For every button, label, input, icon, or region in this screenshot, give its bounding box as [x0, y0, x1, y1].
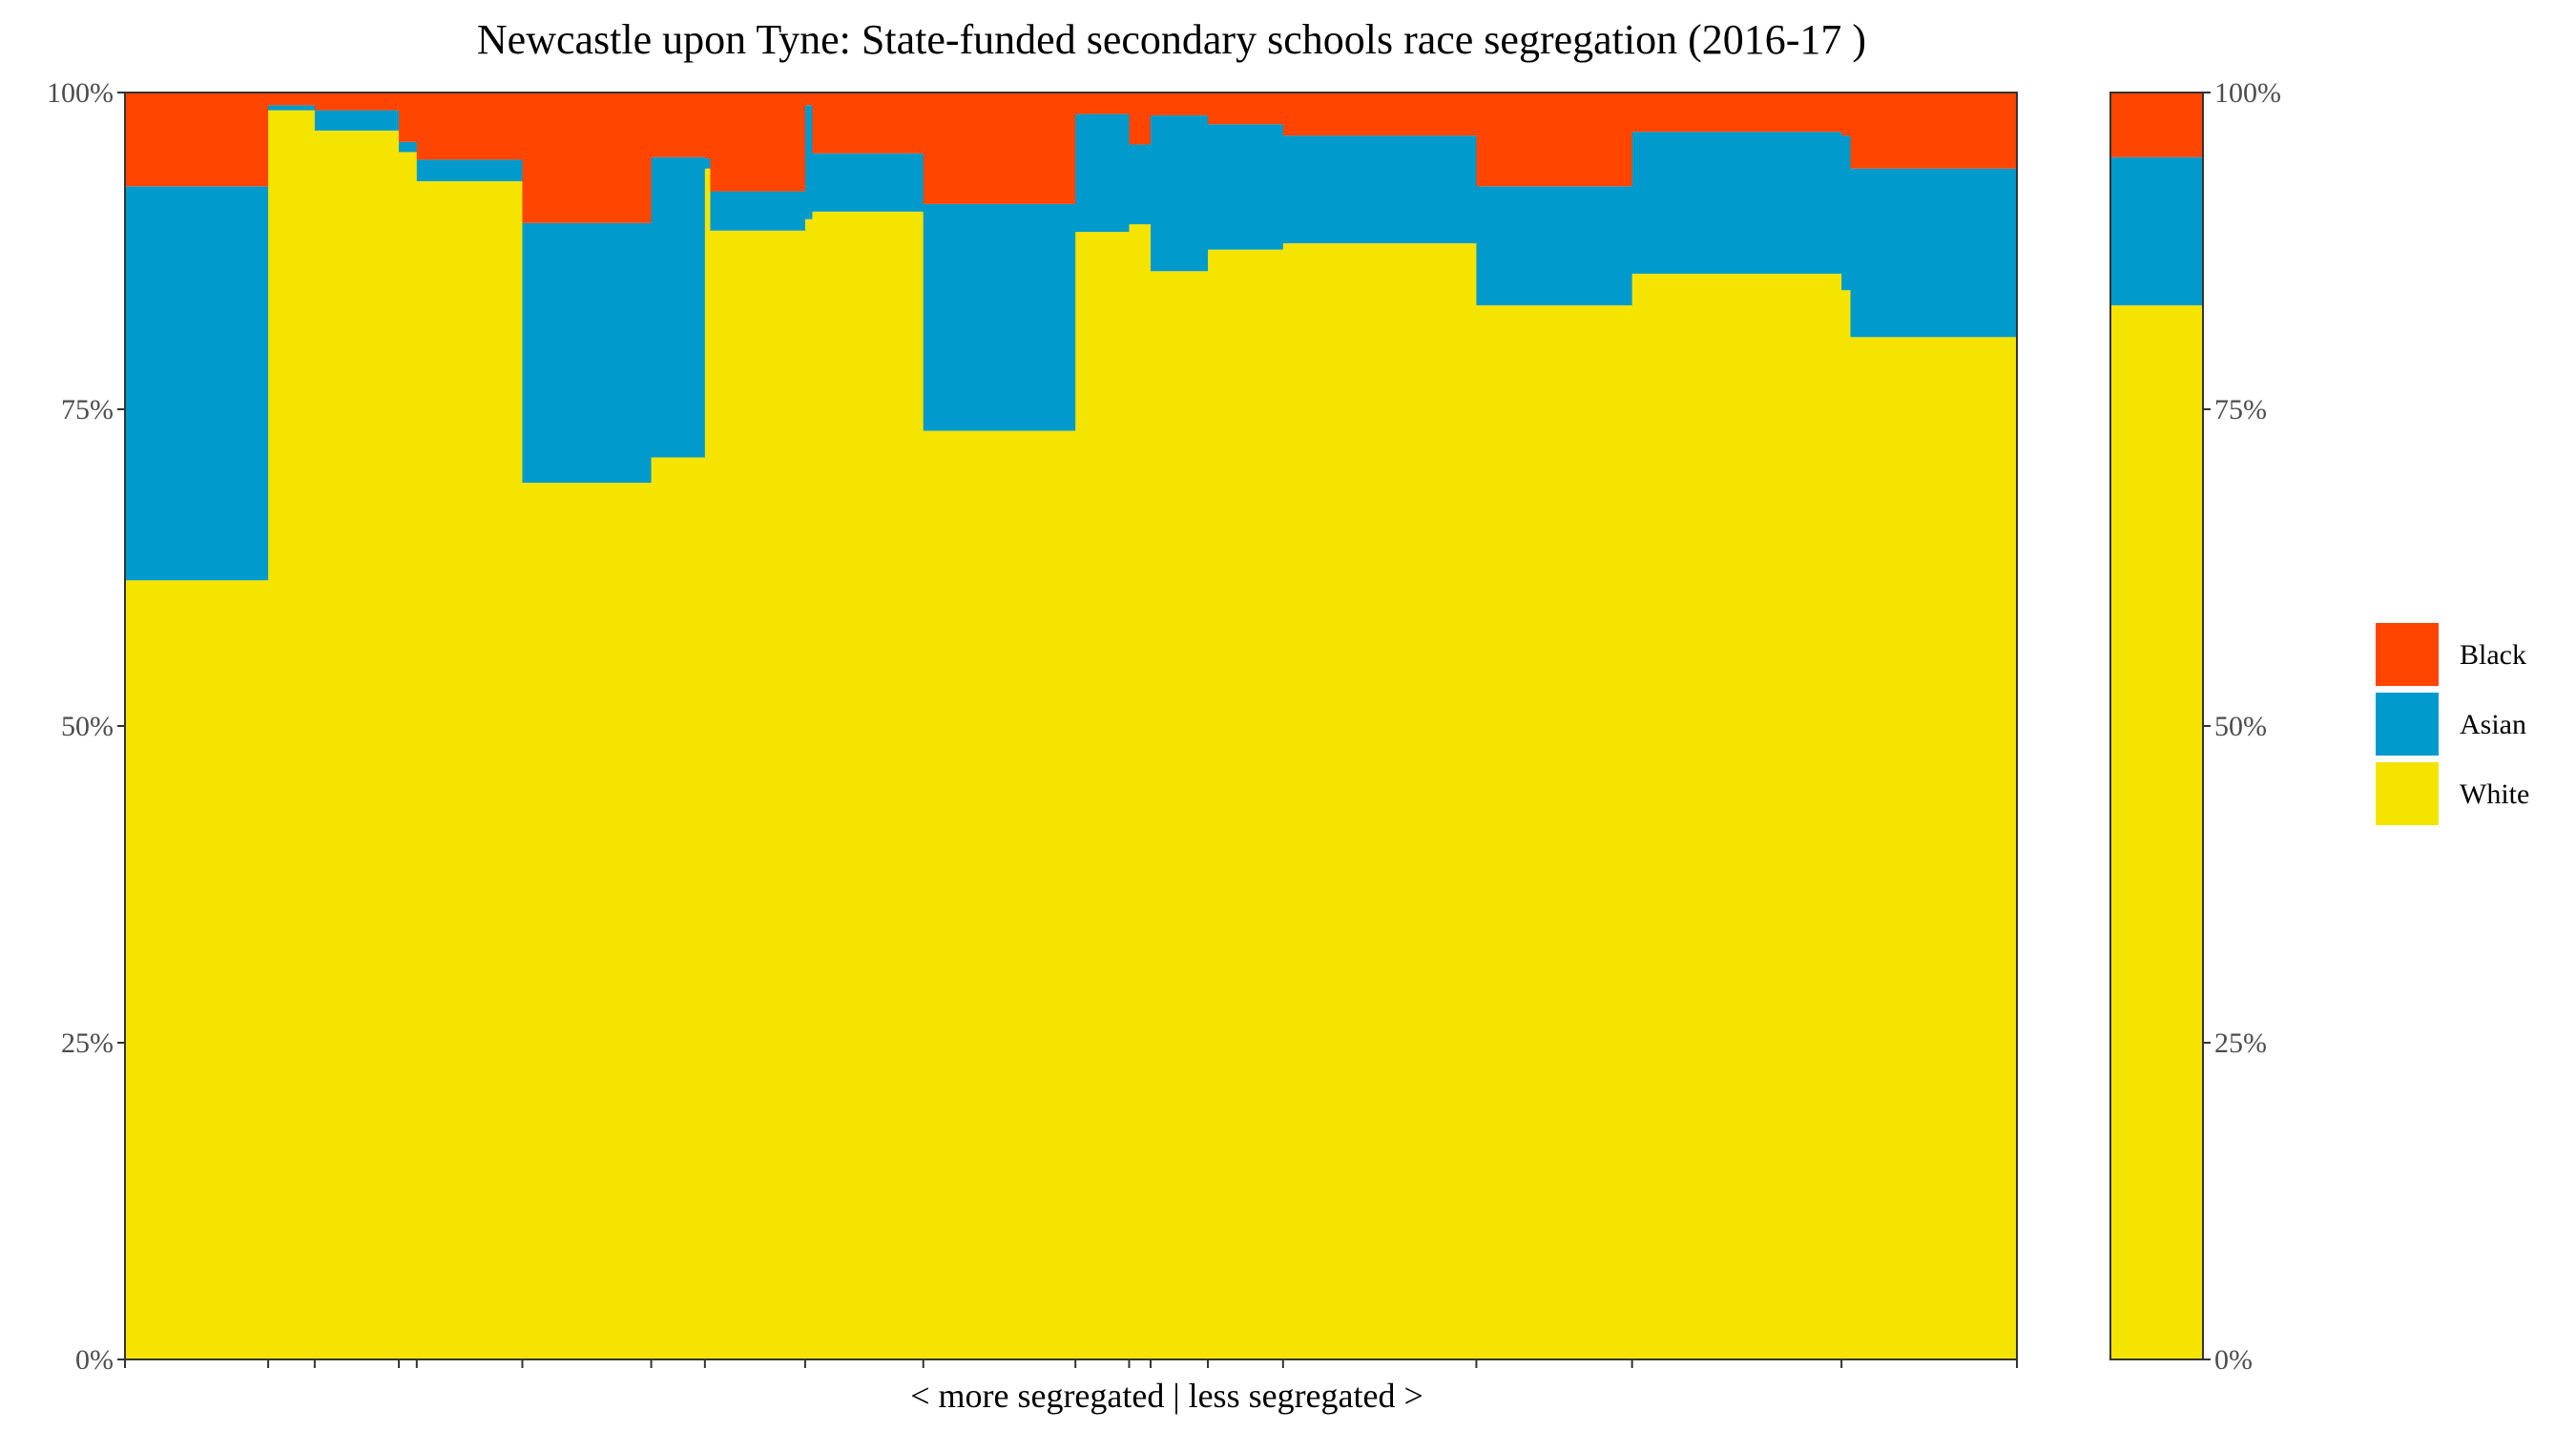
school-bar-asian-segment	[416, 159, 524, 181]
legend-swatch-white	[2376, 762, 2439, 825]
school-bar-asian-segment	[1129, 144, 1152, 225]
school-bar-asian-segment	[812, 153, 924, 212]
overall-bar-white-segment	[2110, 305, 2204, 1359]
school-bar-black-segment	[416, 93, 524, 160]
right-y-tick-label: 25%	[2214, 1027, 2267, 1059]
school-bar-white-segment	[1208, 249, 1284, 1359]
right-y-tick-label: 50%	[2214, 711, 2267, 742]
school-bar-black-segment	[651, 93, 706, 157]
school-bar-asian-segment	[923, 203, 1076, 431]
school-bar-asian-segment	[704, 158, 712, 169]
right-y-tick-label: 100%	[2214, 77, 2281, 109]
school-bar-asian-segment	[1631, 132, 1842, 274]
school-bar-white-segment	[1850, 337, 2018, 1360]
school-bar-asian-segment	[522, 222, 653, 484]
school-bar-white-segment	[314, 130, 400, 1360]
school-bar-asian-segment	[710, 191, 806, 231]
school-bar-black-segment	[704, 93, 712, 159]
school-bar-asian-segment	[651, 156, 706, 458]
school-bar-black-segment	[1850, 93, 2018, 169]
school-bar-black-segment	[804, 93, 814, 106]
school-bar-white-segment	[522, 483, 653, 1359]
right-y-tick-label: 0%	[2214, 1344, 2253, 1376]
school-bar-white-segment	[1129, 224, 1152, 1359]
left-y-axis: 0% 25% 50% 75% 100%	[47, 77, 125, 1376]
left-y-tick-label: 100%	[47, 77, 114, 109]
school-bar-white-segment	[804, 218, 814, 1359]
school-bar-white-segment	[416, 180, 524, 1360]
school-bar-white-segment	[651, 457, 706, 1359]
x-axis-ticks	[124, 1359, 2018, 1368]
school-bar-asian-segment	[268, 105, 316, 111]
school-bar-white-segment	[1841, 290, 1852, 1360]
school-bar-white-segment	[399, 152, 418, 1359]
school-bar-asian-segment	[399, 141, 418, 153]
school-bar-asian-segment	[804, 105, 814, 219]
legend-label-white: White	[2460, 778, 2529, 810]
school-bar-black-segment	[1208, 93, 1284, 125]
school-bar-black-segment	[314, 93, 400, 111]
school-bar-white-segment	[923, 430, 1076, 1359]
chart-title: Newcastle upon Tyne: State-funded second…	[477, 16, 1866, 63]
school-bar-white-segment	[710, 230, 806, 1360]
school-bar-asian-segment	[125, 186, 269, 581]
school-bar-asian-segment	[1841, 135, 1852, 291]
right-y-tick-label: 75%	[2214, 394, 2267, 425]
school-bar-white-segment	[1150, 271, 1209, 1359]
overall-panel-bars	[2110, 93, 2204, 1359]
legend-label-black: Black	[2460, 639, 2526, 671]
school-bar-black-segment	[522, 93, 653, 223]
left-y-tick-label: 25%	[61, 1027, 114, 1059]
left-y-tick-label: 0%	[75, 1344, 114, 1376]
school-bar-white-segment	[268, 110, 316, 1359]
left-y-tick-label: 50%	[61, 711, 114, 742]
school-bar-black-segment	[1631, 93, 1842, 133]
left-y-tick-label: 75%	[61, 394, 114, 425]
school-bar-asian-segment	[1208, 124, 1284, 250]
school-bar-black-segment	[1282, 93, 1478, 136]
school-bar-black-segment	[1075, 93, 1131, 114]
school-bar-asian-segment	[1150, 114, 1209, 272]
school-bar-asian-segment	[1850, 168, 2018, 338]
legend: Black Asian White	[2376, 623, 2529, 825]
school-bar-white-segment	[1282, 243, 1478, 1360]
school-bar-white-segment	[1476, 305, 1633, 1359]
school-bar-asian-segment	[314, 110, 400, 131]
school-bar-black-segment	[125, 93, 269, 187]
school-bar-black-segment	[923, 93, 1076, 204]
school-bar-black-segment	[268, 93, 316, 106]
overall-bar-asian-segment	[2110, 156, 2204, 306]
school-bar-white-segment	[1075, 232, 1131, 1360]
x-axis-title: < more segregated | less segregated >	[910, 1377, 1423, 1415]
school-bar-black-segment	[1841, 93, 1852, 136]
legend-label-asian: Asian	[2460, 709, 2526, 740]
school-bar-black-segment	[1129, 93, 1152, 145]
school-bar-black-segment	[399, 93, 418, 142]
school-bar-asian-segment	[1476, 186, 1633, 306]
school-bar-white-segment	[1631, 273, 1842, 1359]
school-bar-white-segment	[125, 580, 269, 1359]
legend-swatch-asian	[2376, 693, 2439, 756]
overall-bar-black-segment	[2110, 93, 2204, 157]
school-bar-black-segment	[1476, 93, 1633, 187]
school-bar-white-segment	[704, 168, 712, 1360]
school-bar-white-segment	[812, 211, 924, 1359]
school-bar-asian-segment	[1282, 135, 1478, 244]
school-bar-asian-segment	[1075, 114, 1131, 233]
school-bar-black-segment	[1150, 93, 1209, 115]
school-bar-black-segment	[710, 93, 806, 192]
right-y-axis: 0% 25% 50% 75% 100%	[2203, 77, 2281, 1376]
school-bar-black-segment	[812, 93, 924, 154]
main-panel-bars	[125, 93, 2018, 1360]
legend-swatch-black	[2376, 623, 2439, 686]
